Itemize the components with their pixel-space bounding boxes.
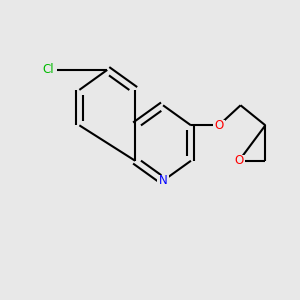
Text: O: O	[214, 119, 224, 132]
Bar	[40, 64, 57, 76]
Bar	[233, 155, 245, 166]
Text: O: O	[234, 154, 244, 167]
Bar	[157, 175, 169, 187]
Text: Cl: Cl	[43, 63, 54, 76]
Text: N: N	[159, 174, 167, 187]
Bar	[213, 119, 225, 131]
